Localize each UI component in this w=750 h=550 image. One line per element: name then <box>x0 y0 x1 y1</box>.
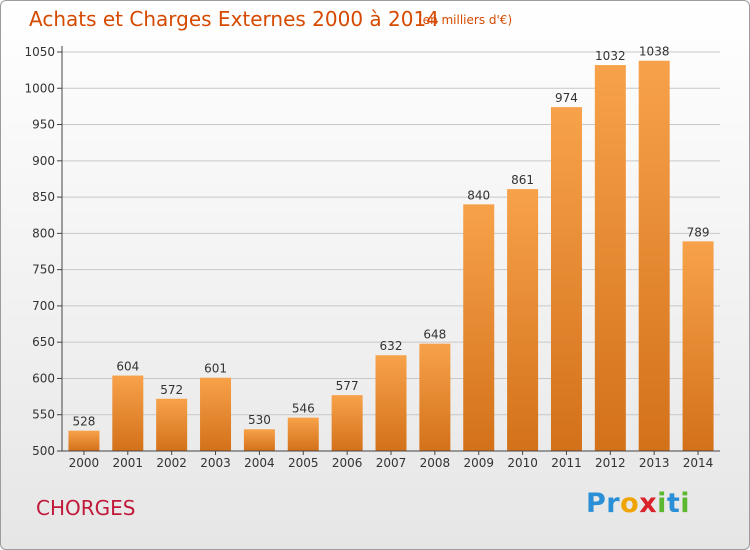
y-tick-label: 850 <box>32 190 55 204</box>
logo-letter: i <box>657 488 667 519</box>
y-tick-label: 650 <box>32 335 55 349</box>
x-tick-label: 2006 <box>332 456 363 470</box>
commune-name: CHORGES <box>36 496 136 520</box>
chart-title: Achats et Charges Externes 2000 à 2014 <box>29 7 439 31</box>
bar <box>200 377 232 451</box>
bar <box>550 107 582 451</box>
y-tick-label: 700 <box>32 299 55 313</box>
bar <box>682 241 714 451</box>
logo-letter: t <box>666 488 681 519</box>
bar-value-label: 1032 <box>595 49 626 63</box>
x-tick-label: 2013 <box>639 456 670 470</box>
chart-unit: (en milliers d'€) <box>418 13 513 27</box>
y-tick-label: 1050 <box>24 45 55 59</box>
y-tick-label: 550 <box>32 408 55 422</box>
bar-value-label: 528 <box>72 415 95 429</box>
proxiti-logo: Proxiti <box>586 488 690 519</box>
logo-letter: x <box>639 488 658 519</box>
x-tick-label: 2002 <box>156 456 187 470</box>
bar-value-label: 648 <box>423 328 446 342</box>
logo-letter: i <box>680 488 691 519</box>
bar <box>156 398 188 451</box>
x-tick-label: 2004 <box>244 456 275 470</box>
bar-value-label: 577 <box>336 379 359 393</box>
y-tick-label: 600 <box>32 371 55 385</box>
bar <box>68 430 100 451</box>
x-tick-label: 2009 <box>463 456 494 470</box>
x-tick-label: 2014 <box>683 456 714 470</box>
logo-letter: o <box>620 488 640 519</box>
bar <box>419 343 451 451</box>
bar <box>375 355 407 451</box>
x-tick-label: 2008 <box>420 456 451 470</box>
y-tick-label: 750 <box>32 263 55 277</box>
bar-value-label: 789 <box>687 225 710 239</box>
bar <box>287 417 319 451</box>
bar <box>463 204 495 451</box>
bar-value-label: 632 <box>380 339 403 353</box>
bar-value-label: 546 <box>292 402 315 416</box>
x-tick-label: 2011 <box>551 456 582 470</box>
x-tick-label: 2003 <box>200 456 231 470</box>
bar-value-label: 604 <box>116 360 139 374</box>
bar <box>112 375 144 451</box>
y-tick-label: 500 <box>32 444 55 458</box>
bar-value-label: 530 <box>248 413 271 427</box>
bar <box>507 189 539 452</box>
bar <box>243 429 275 451</box>
bar-value-label: 601 <box>204 362 227 376</box>
bar <box>331 395 363 451</box>
bar <box>638 60 670 452</box>
bar-value-label: 572 <box>160 383 183 397</box>
bar-value-label: 861 <box>511 173 534 187</box>
bar-value-label: 1038 <box>639 45 670 59</box>
x-tick-label: 2005 <box>288 456 319 470</box>
bar-value-label: 974 <box>555 91 578 105</box>
x-tick-label: 2007 <box>376 456 407 470</box>
x-tick-label: 2001 <box>113 456 144 470</box>
x-tick-label: 2012 <box>595 456 626 470</box>
logo-letter: r <box>606 488 621 519</box>
x-tick-label: 2000 <box>69 456 100 470</box>
y-tick-label: 800 <box>32 226 55 240</box>
y-tick-label: 1000 <box>24 81 55 95</box>
bar-value-label: 840 <box>467 188 490 202</box>
y-tick-label: 900 <box>32 154 55 168</box>
bar <box>594 65 626 452</box>
logo-letter: P <box>586 488 607 519</box>
x-tick-label: 2010 <box>507 456 538 470</box>
y-tick-label: 950 <box>32 118 55 132</box>
